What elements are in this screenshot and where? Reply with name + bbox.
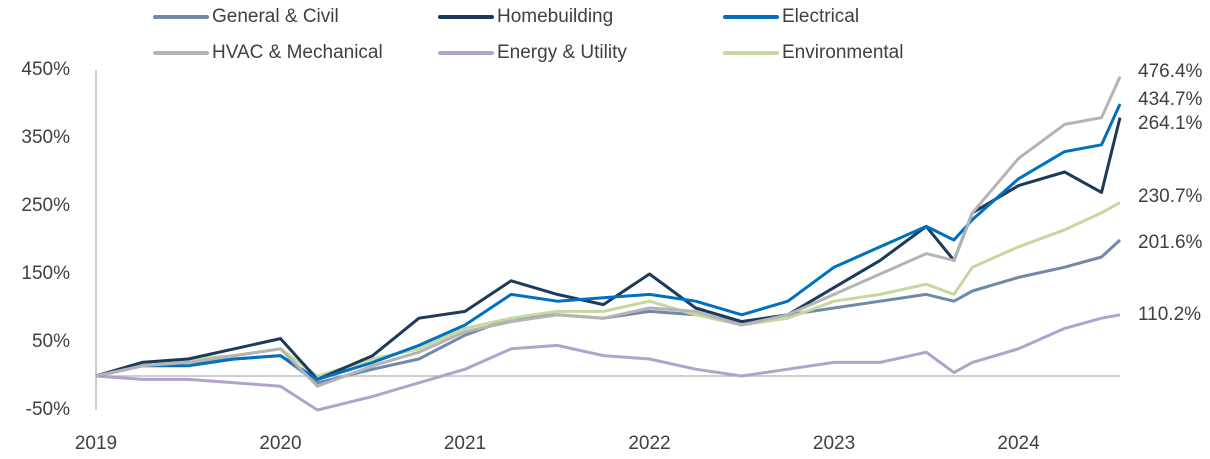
end-label: 264.1% <box>1138 113 1203 134</box>
x-tick-label: 2019 <box>75 433 117 454</box>
legend-label: Electrical <box>782 6 859 27</box>
end-label: 434.7% <box>1138 89 1203 110</box>
series-line <box>95 117 1122 381</box>
y-tick-label: 150% <box>21 263 70 284</box>
y-tick-label: 250% <box>21 195 70 216</box>
legend-label: HVAC & Mechanical <box>212 42 383 63</box>
x-tick-label: 2024 <box>997 433 1040 454</box>
end-label: 110.2% <box>1138 304 1201 325</box>
y-tick-label: -50% <box>26 399 70 420</box>
y-tick-label: 350% <box>21 127 70 148</box>
series-line <box>95 103 1122 381</box>
x-tick-label: 2022 <box>628 433 670 454</box>
legend-label: Energy & Utility <box>497 42 627 63</box>
series-line <box>95 313 1121 412</box>
legend-label: General & Civil <box>212 6 339 27</box>
x-tick-label: 2023 <box>813 433 855 454</box>
end-label: 201.6% <box>1138 232 1203 253</box>
legend-label: Environmental <box>782 42 903 63</box>
x-tick-label: 2020 <box>259 433 301 454</box>
x-tick-label: 2021 <box>444 433 486 454</box>
end-label: 230.7% <box>1138 186 1203 207</box>
legend-label: Homebuilding <box>497 6 613 27</box>
end-label: 476.4% <box>1138 61 1203 82</box>
series-line <box>95 76 1122 388</box>
y-tick-label: 450% <box>21 59 70 80</box>
y-tick-label: 50% <box>32 331 70 352</box>
